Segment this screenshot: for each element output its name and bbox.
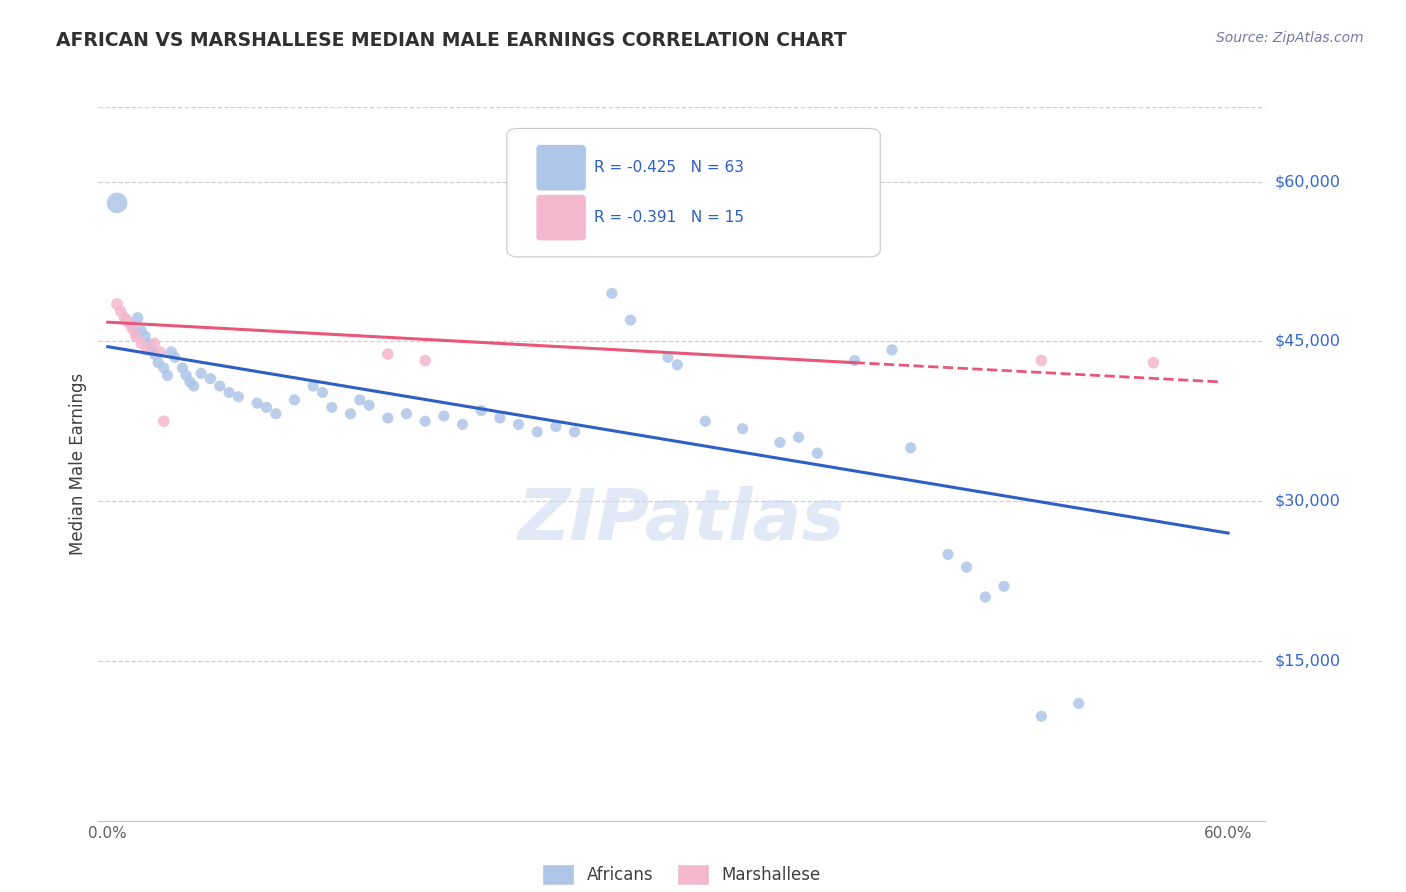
Point: [152, 361, 174, 376]
Point: [134, 329, 156, 343]
Point: [174, 368, 197, 383]
Point: [117, 315, 139, 329]
FancyBboxPatch shape: [506, 128, 880, 257]
Point: [143, 347, 166, 361]
Point: [1142, 356, 1164, 370]
Point: [936, 547, 959, 561]
Point: [787, 430, 810, 444]
Point: [880, 343, 903, 357]
Point: [731, 422, 754, 436]
Point: [125, 326, 148, 340]
Point: [695, 414, 717, 428]
Point: [125, 329, 148, 343]
Text: $60,000: $60,000: [1275, 174, 1341, 189]
Point: [349, 392, 371, 407]
Point: [246, 396, 269, 410]
Point: [526, 425, 548, 439]
Point: [131, 336, 153, 351]
Point: [131, 324, 153, 338]
Point: [1067, 697, 1090, 711]
Point: [156, 368, 179, 383]
Point: [544, 419, 567, 434]
Point: [136, 343, 159, 357]
FancyBboxPatch shape: [536, 194, 586, 241]
Text: R = -0.391   N = 15: R = -0.391 N = 15: [595, 211, 744, 225]
Point: [218, 385, 240, 400]
Point: [413, 414, 436, 428]
Point: [769, 435, 792, 450]
Point: [339, 407, 361, 421]
Point: [143, 336, 166, 351]
Point: [105, 195, 128, 210]
Point: [1031, 709, 1053, 723]
Point: [172, 361, 194, 376]
Point: [105, 297, 128, 311]
Point: [121, 318, 143, 333]
Point: [138, 336, 160, 351]
Point: [433, 409, 456, 423]
Point: [160, 345, 183, 359]
Point: [900, 441, 922, 455]
Point: [564, 425, 586, 439]
FancyBboxPatch shape: [536, 145, 586, 191]
Point: [115, 313, 138, 327]
Point: [413, 353, 436, 368]
Point: [321, 401, 343, 415]
Point: [619, 313, 641, 327]
Point: [110, 304, 132, 318]
Point: [228, 390, 250, 404]
Point: [844, 353, 866, 368]
Point: [395, 407, 418, 421]
Point: [657, 351, 679, 365]
Point: [470, 403, 492, 417]
Point: [311, 385, 333, 400]
Point: [121, 321, 143, 335]
Point: [127, 310, 149, 325]
Point: [163, 351, 186, 365]
Point: [489, 411, 512, 425]
Text: ZIPatlas: ZIPatlas: [519, 486, 845, 556]
Text: $45,000: $45,000: [1275, 334, 1341, 349]
Point: [264, 407, 287, 421]
Text: $30,000: $30,000: [1275, 493, 1340, 508]
Point: [146, 356, 169, 370]
Point: [149, 345, 172, 359]
Point: [142, 343, 165, 357]
Point: [956, 560, 979, 574]
Text: $15,000: $15,000: [1275, 653, 1341, 668]
Point: [451, 417, 474, 432]
Point: [256, 401, 278, 415]
Point: [600, 286, 623, 301]
Point: [208, 379, 231, 393]
Point: [200, 371, 222, 385]
Point: [283, 392, 305, 407]
Y-axis label: Median Male Earnings: Median Male Earnings: [69, 373, 87, 555]
Point: [152, 414, 174, 428]
Point: [114, 310, 136, 325]
Point: [179, 375, 201, 389]
Point: [190, 367, 212, 381]
Point: [377, 411, 399, 425]
Point: [183, 379, 205, 393]
Point: [993, 579, 1015, 593]
Point: [806, 446, 828, 460]
Legend: Africans, Marshallese: Africans, Marshallese: [537, 858, 827, 891]
Point: [359, 398, 381, 412]
Point: [1031, 353, 1053, 368]
Text: Source: ZipAtlas.com: Source: ZipAtlas.com: [1216, 31, 1364, 45]
Point: [666, 358, 689, 372]
Point: [377, 347, 399, 361]
Text: AFRICAN VS MARSHALLESE MEDIAN MALE EARNINGS CORRELATION CHART: AFRICAN VS MARSHALLESE MEDIAN MALE EARNI…: [56, 31, 846, 50]
Point: [508, 417, 530, 432]
Point: [302, 379, 325, 393]
Text: R = -0.425   N = 63: R = -0.425 N = 63: [595, 161, 744, 175]
Point: [974, 590, 997, 604]
